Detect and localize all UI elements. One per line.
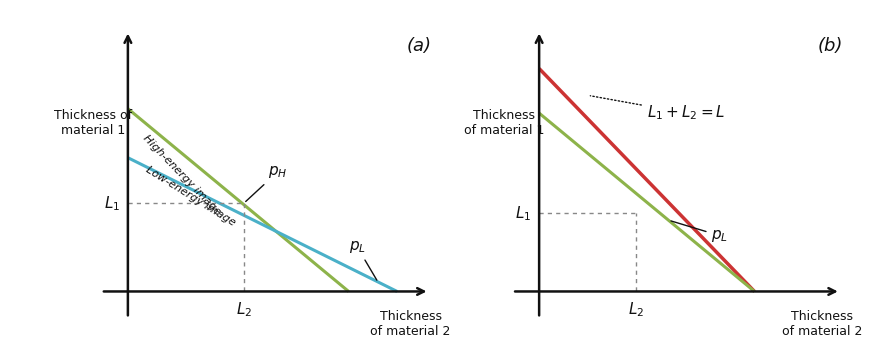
Text: Thickness
of material 1: Thickness of material 1	[464, 109, 544, 137]
Text: $p_L$: $p_L$	[671, 221, 729, 244]
Text: $L_1 + L_2 = L$: $L_1 + L_2 = L$	[591, 96, 725, 122]
Text: Thickness
of material 2: Thickness of material 2	[781, 311, 862, 339]
Text: $L_2$: $L_2$	[628, 300, 644, 319]
Text: Thickness
of material 2: Thickness of material 2	[370, 311, 451, 339]
Text: $L_1$: $L_1$	[103, 194, 120, 213]
Text: $L_1$: $L_1$	[514, 204, 531, 223]
Text: Thickness of
material 1: Thickness of material 1	[54, 109, 132, 137]
Text: Low-energy image: Low-energy image	[144, 165, 237, 228]
Text: $p_H$: $p_H$	[246, 164, 287, 201]
Text: High-energy image: High-energy image	[142, 133, 223, 217]
Text: $p_L$: $p_L$	[348, 239, 377, 280]
Text: (b): (b)	[817, 37, 843, 55]
Text: $L_2$: $L_2$	[235, 300, 252, 319]
Text: (a): (a)	[406, 37, 431, 55]
